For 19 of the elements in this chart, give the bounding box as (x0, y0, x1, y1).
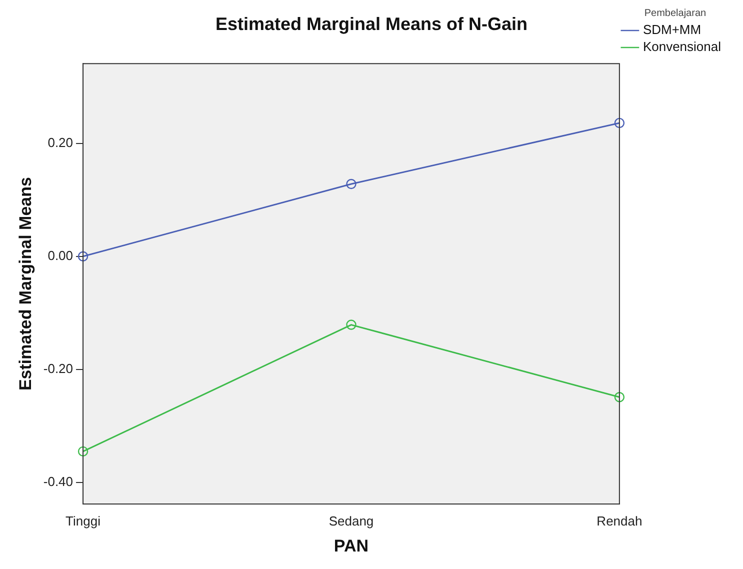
x-tick-label: Tinggi (66, 513, 101, 528)
point (614, 392, 625, 402)
point (614, 118, 625, 128)
point (78, 446, 88, 457)
legend-title: Pembelajaran (644, 8, 706, 19)
y-axis-title: Estimated Marginal Means (16, 177, 35, 391)
y-tick-label: 0.00 (48, 248, 74, 263)
x-axis-title: PAN (334, 536, 369, 556)
legend-label: Konvensional (642, 39, 722, 54)
legend-label: SDM+MM (642, 22, 702, 38)
y-tick-label: -0.20 (43, 361, 74, 376)
point (346, 320, 356, 330)
x-tick-label: Rendah (596, 513, 642, 528)
point (78, 251, 88, 262)
point (346, 178, 356, 190)
y-tick-label: 0.20 (48, 134, 74, 150)
y-tick-label: -0.40 (43, 474, 74, 490)
x-tick-label: Sedang (328, 513, 374, 528)
chart-title: Estimated Marginal Means of N-Gain (215, 14, 528, 34)
